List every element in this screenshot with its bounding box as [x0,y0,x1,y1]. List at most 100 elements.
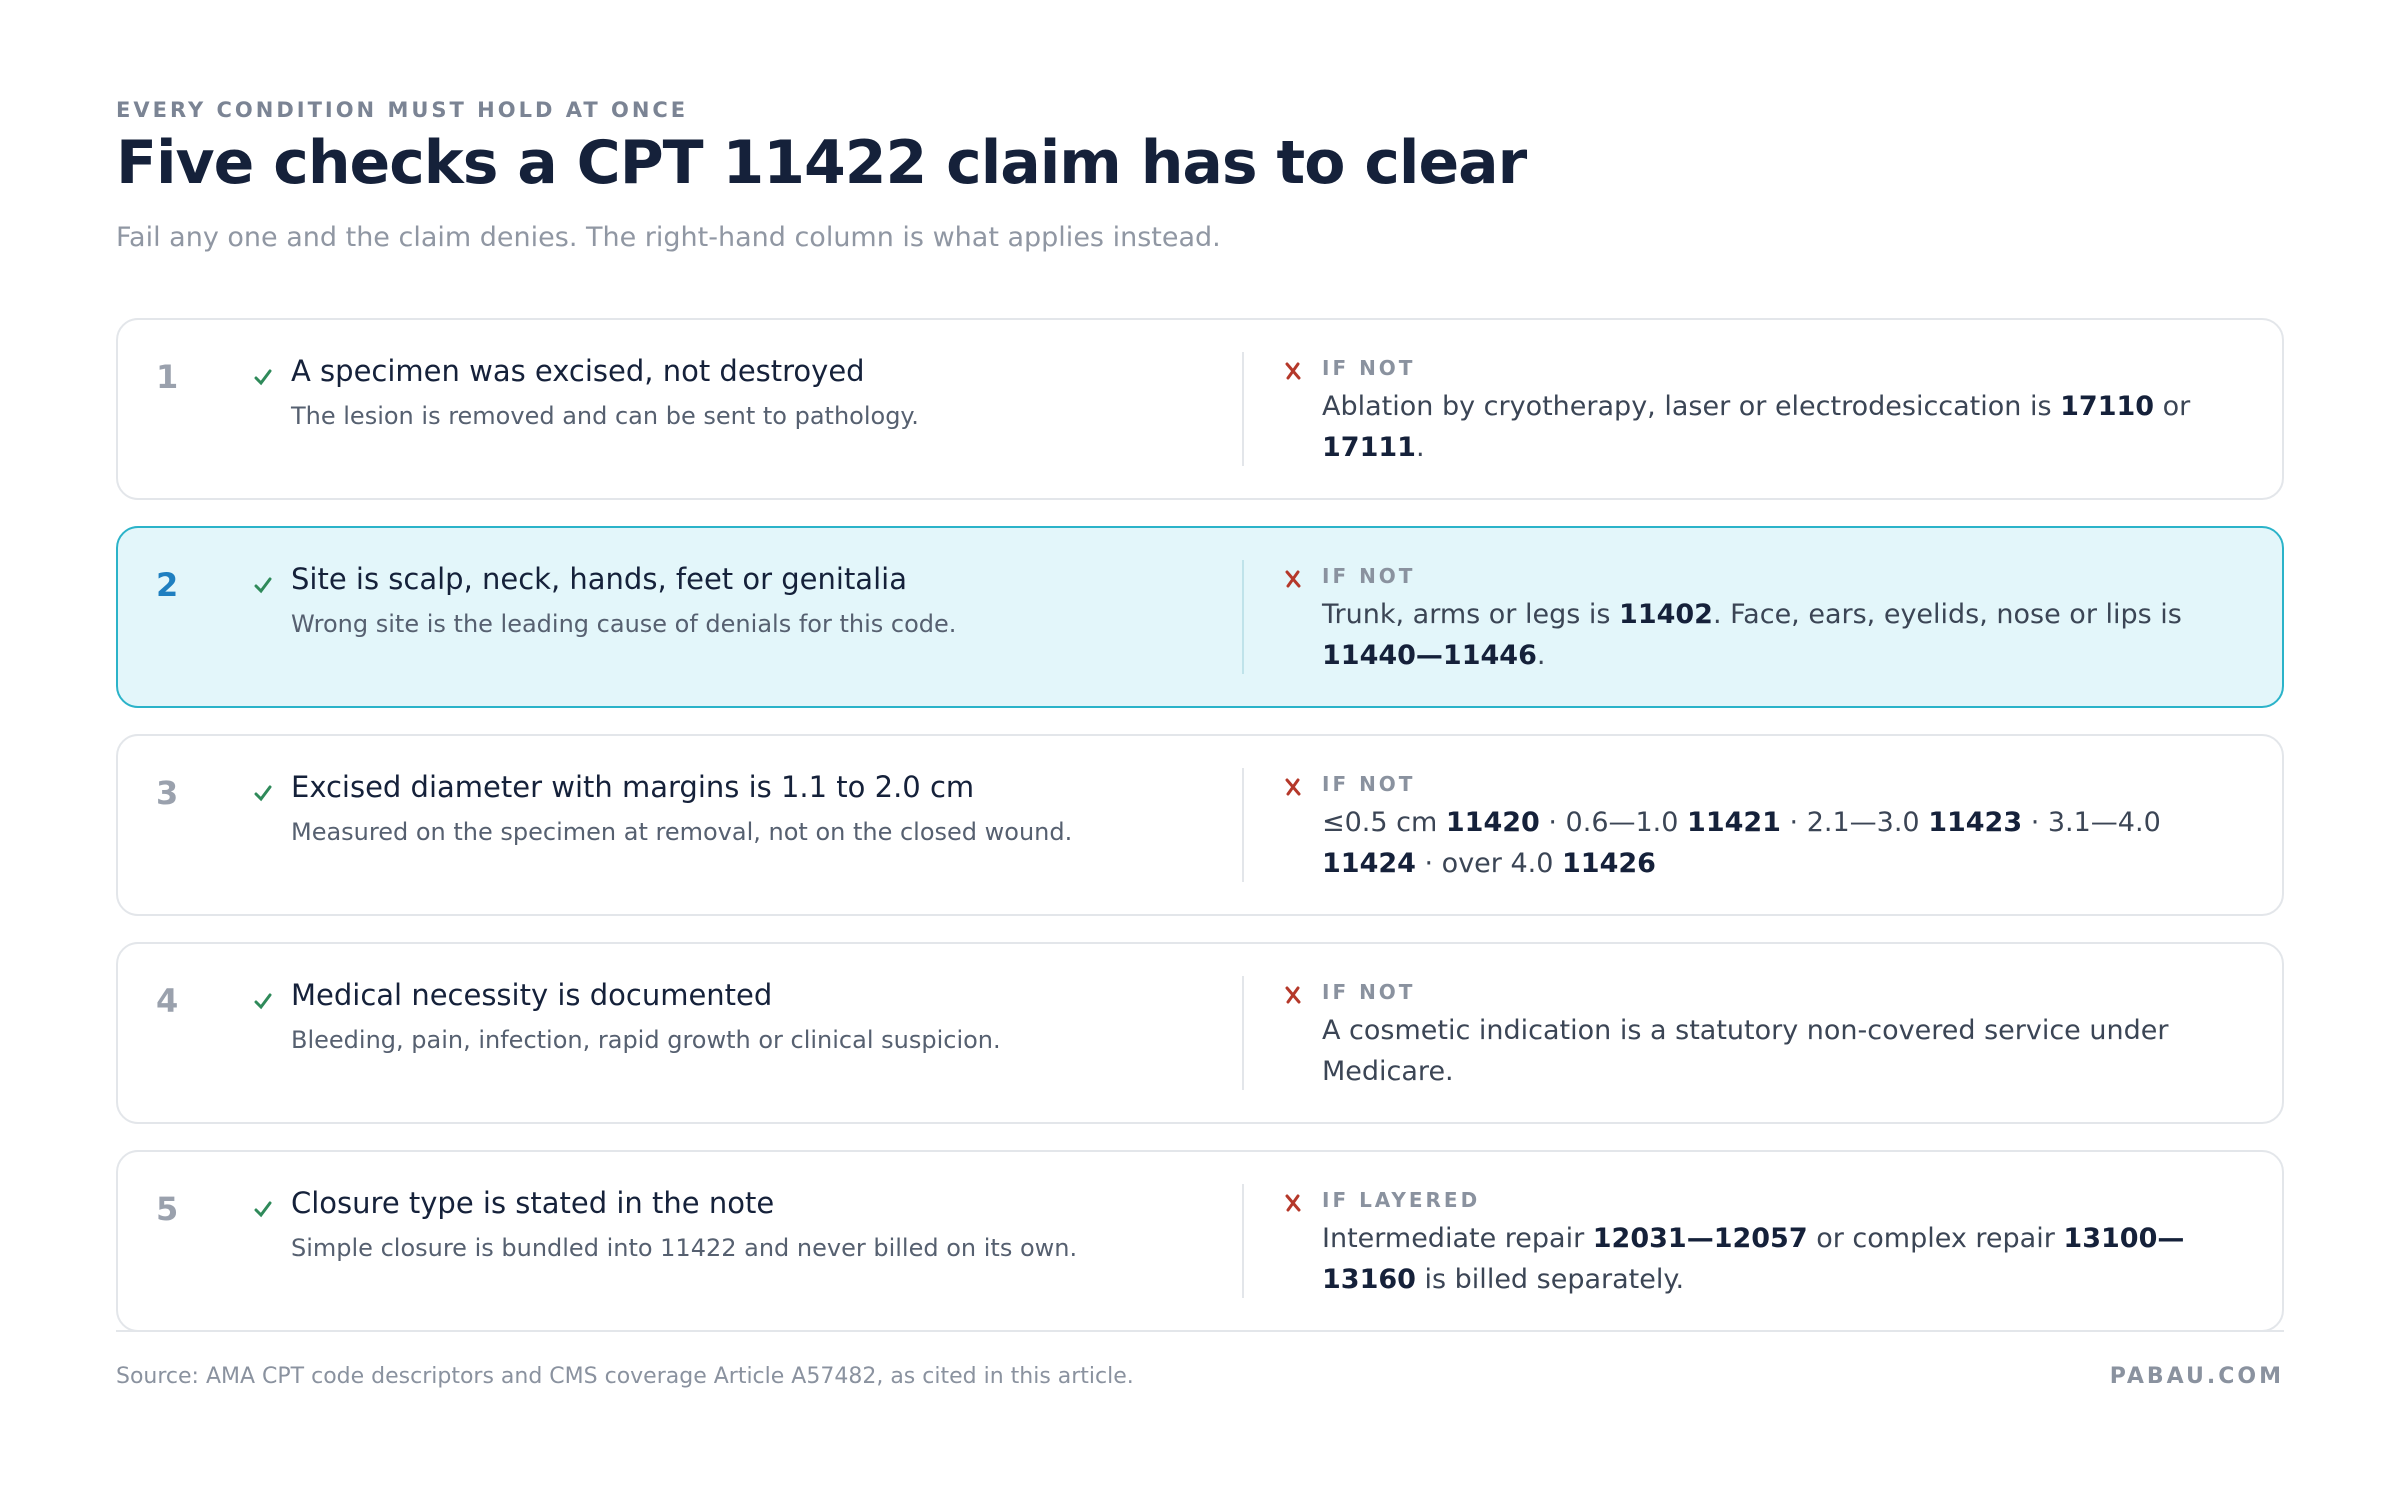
check-icon [254,577,272,594]
alternative-text: A cosmetic indication is a statutory non… [1322,1010,2246,1092]
text-segment: is billed separately. [1415,1264,1685,1295]
text-segment: or [2154,391,2191,422]
check-condition: A specimen was excised, not destroyed The… [118,320,1242,498]
check-card: 4 Medical necessity is documented Bleeding… [116,942,2284,1124]
check-alternative: IF NOT ≤0.5 cm 11420 · 0.6—1.0 11421 · 2.… [1244,736,2282,914]
code: 11402 [1619,599,1713,630]
condition-note: Measured on the specimen at removal, not… [291,818,1073,846]
condition-title: Medical necessity is documented [291,978,773,1012]
check-icon [254,993,272,1010]
alternative-label: IF NOT [1322,772,1416,796]
cross-icon [1285,1194,1301,1212]
check-icon-path [254,369,272,386]
eyebrow: EVERY CONDITION MUST HOLD AT ONCE [116,98,689,122]
column-divider [1242,560,1244,674]
cross-icon-path [1285,570,1301,588]
code: 17111 [1322,432,1416,463]
alternative-label: IF LAYERED [1322,1188,1481,1212]
brand: PABAU.COM [2109,1364,2284,1389]
cross-icon [1285,570,1301,588]
check-number: 3 [156,774,179,812]
check-alternative: IF NOT Ablation by cryotherapy, laser or … [1244,320,2282,498]
text-segment: Intermediate repair [1322,1223,1593,1254]
check-condition: Medical necessity is documented Bleeding,… [118,944,1242,1122]
alternative-label: IF NOT [1322,980,1416,1004]
check-condition: Excised diameter with margins is 1.1 to … [118,736,1242,914]
check-icon-path [254,785,272,802]
text-segment: Ablation by cryotherapy, laser or electr… [1322,391,2061,422]
check-alternative: IF LAYERED Intermediate repair 12031—1205… [1244,1152,2282,1330]
check-number: 1 [156,358,179,396]
cross-icon [1285,778,1301,796]
check-icon [254,1201,272,1218]
check-card: 1 A specimen was excised, not destroyed Th… [116,318,2284,500]
check-card: 2 Site is scalp, neck, hands, feet or gen… [116,526,2284,708]
code: 11420 [1445,807,1540,838]
check-card: 3 Excised diameter with margins is 1.1 to… [116,734,2284,916]
text-segment: . [1536,640,1546,671]
check-icon-path [254,1201,272,1218]
column-divider [1242,768,1244,882]
alternative-text: ≤0.5 cm 11420 · 0.6—1.0 11421 · 2.1—3.0 … [1322,802,2246,884]
condition-title: A specimen was excised, not destroyed [291,354,865,388]
text-segment: Trunk, arms or legs is [1322,599,1620,630]
code: 11424 [1322,848,1416,879]
condition-title: Closure type is stated in the note [291,1186,775,1220]
column-divider [1242,1184,1244,1298]
text-segment: · 3.1—4.0 [2022,807,2161,838]
alternative-text: Intermediate repair 12031—12057 or compl… [1322,1218,2246,1300]
check-list: 1 A specimen was excised, not destroyed Th… [116,318,2284,1332]
divider-rule [116,1330,2284,1332]
text-segment: · over 4.0 [1415,848,1562,879]
text-segment: . Face, ears, eyelids, nose or lips is [1712,599,2182,630]
cross-icon [1285,362,1301,380]
title: Five checks a CPT 11422 claim has to cle… [116,128,1527,198]
check-number: 4 [156,982,179,1020]
check-icon-path [254,993,272,1010]
check-icon-path [254,577,272,594]
column-divider [1242,976,1244,1090]
text-segment: . [1415,432,1425,463]
alternative-label: IF NOT [1322,564,1416,588]
cross-icon-path [1285,986,1301,1004]
source: Source: AMA CPT code descriptors and CMS… [116,1364,1134,1389]
text-segment: ≤0.5 cm [1322,807,1446,838]
cross-icon-path [1285,362,1301,380]
text-segment: or complex repair [1807,1223,2064,1254]
check-number: 5 [156,1190,179,1228]
condition-note: Simple closure is bundled into 11422 and… [291,1234,1078,1262]
check-alternative: IF NOT A cosmetic indication is a statuto… [1244,944,2282,1122]
column-divider [1242,352,1244,466]
subtitle: Fail any one and the claim denies. The r… [116,222,1221,253]
check-number: 2 [156,566,179,604]
check-card: 5 Closure type is stated in the note Simpl… [116,1150,2284,1332]
condition-title: Excised diameter with margins is 1.1 to … [291,770,975,804]
condition-note: Bleeding, pain, infection, rapid growth … [291,1026,1001,1054]
alternative-label: IF NOT [1322,356,1416,380]
cross-icon [1285,986,1301,1004]
alternative-text: Ablation by cryotherapy, laser or electr… [1322,386,2246,468]
text-segment: A cosmetic indication is a statutory non… [1322,1015,2169,1087]
code: 11421 [1687,807,1781,838]
check-icon [254,785,272,802]
text-segment: · 2.1—3.0 [1780,807,1929,838]
condition-note: The lesion is removed and can be sent to… [291,402,919,430]
code: 12031—12057 [1592,1223,1808,1254]
text-segment: · 0.6—1.0 [1539,807,1688,838]
check-condition: Closure type is stated in the note Simple… [118,1152,1242,1330]
cross-icon-path [1285,1194,1301,1212]
code: 11423 [1928,807,2023,838]
cross-icon-path [1285,778,1301,796]
condition-note: Wrong site is the leading cause of denia… [291,610,957,638]
condition-title: Site is scalp, neck, hands, feet or geni… [291,562,907,596]
code: 13100—13160 [1322,1223,2185,1295]
code: 17110 [2060,391,2155,422]
code: 11426 [1562,848,1656,879]
code: 11440—11446 [1322,640,1537,671]
check-icon [254,369,272,386]
alternative-text: Trunk, arms or legs is 11402. Face, ears… [1322,594,2246,676]
check-condition: Site is scalp, neck, hands, feet or geni… [118,528,1242,706]
check-alternative: IF NOT Trunk, arms or legs is 11402. Face… [1244,528,2282,706]
